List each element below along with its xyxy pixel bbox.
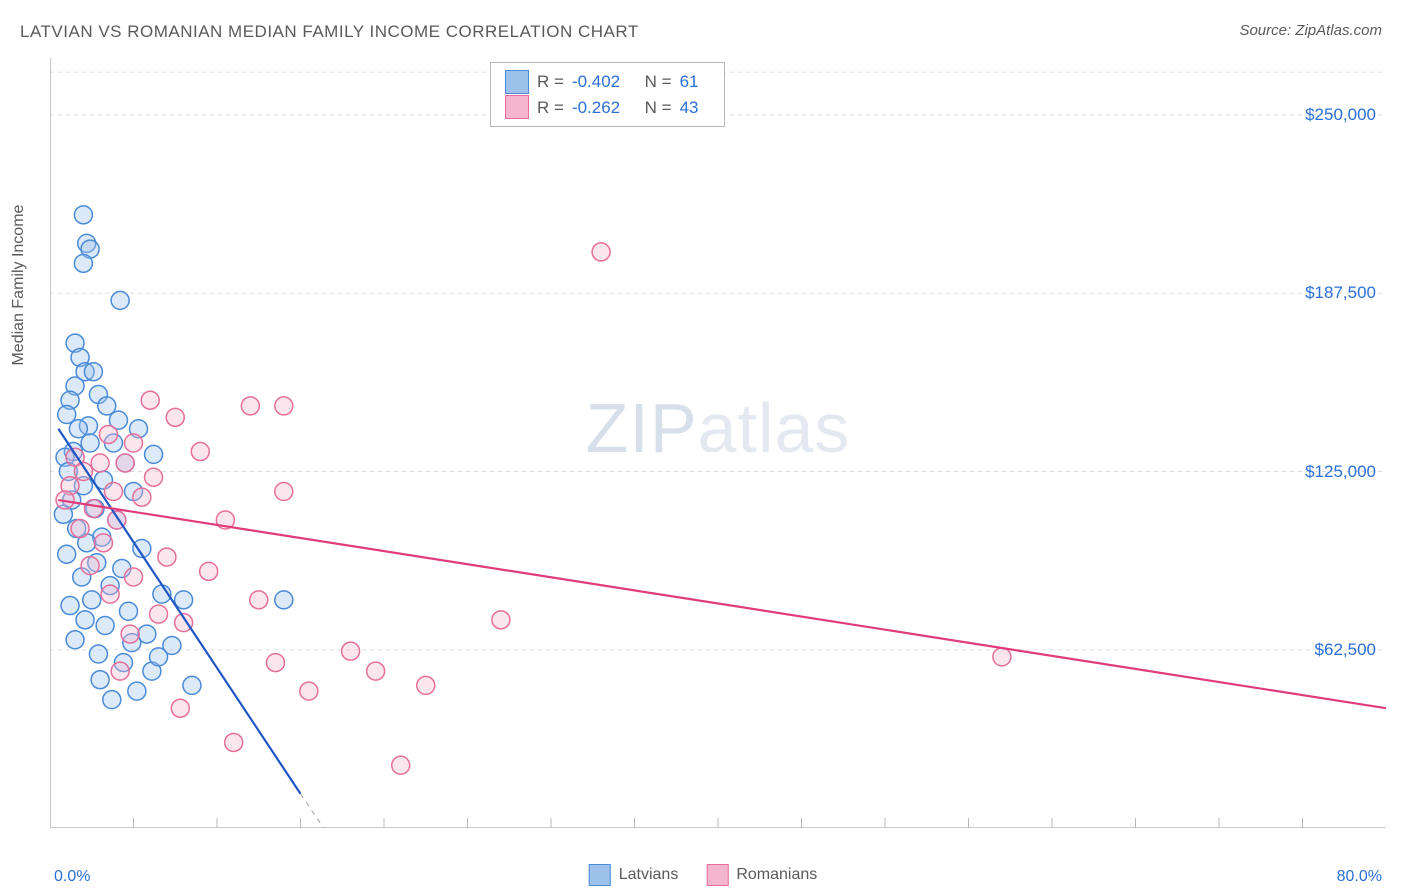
chart-title: LATVIAN VS ROMANIAN MEDIAN FAMILY INCOME… bbox=[20, 22, 639, 42]
stats-r-label: R = bbox=[537, 95, 564, 121]
stats-n-label: N = bbox=[640, 95, 672, 121]
stats-r-label: R = bbox=[537, 69, 564, 95]
chart-source: Source: ZipAtlas.com bbox=[1239, 22, 1382, 39]
legend-swatch bbox=[706, 864, 728, 886]
stats-n-value: 61 bbox=[680, 69, 710, 95]
x-axis-max-label: 80.0% bbox=[1337, 868, 1382, 886]
y-tick-label: $62,500 bbox=[1315, 640, 1376, 660]
legend-swatch bbox=[589, 864, 611, 886]
y-axis-label: Median Family Income bbox=[10, 205, 28, 366]
stats-legend-box: R = -0.402 N = 61 R = -0.262 N = 43 bbox=[490, 62, 725, 127]
legend-item: Latvians bbox=[589, 864, 679, 886]
y-tick-label: $250,000 bbox=[1305, 105, 1376, 125]
stats-row: R = -0.262 N = 43 bbox=[505, 95, 710, 121]
x-axis-min-label: 0.0% bbox=[54, 868, 90, 886]
y-tick-label: $187,500 bbox=[1305, 283, 1376, 303]
stats-n-label: N = bbox=[640, 69, 672, 95]
legend-bottom: Latvians Romanians bbox=[589, 864, 818, 886]
stats-swatch bbox=[505, 70, 529, 94]
stats-row: R = -0.402 N = 61 bbox=[505, 69, 710, 95]
legend-item: Romanians bbox=[706, 864, 817, 886]
stats-r-value: -0.262 bbox=[572, 95, 632, 121]
stats-swatch bbox=[505, 95, 529, 119]
scatter-svg bbox=[50, 58, 1386, 828]
stats-n-value: 43 bbox=[680, 95, 710, 121]
stats-r-value: -0.402 bbox=[572, 69, 632, 95]
plot-area: ZIPatlas R =-0.402 N =61R =-0.262 N =43 bbox=[50, 58, 1386, 828]
y-tick-label: $125,000 bbox=[1305, 462, 1376, 482]
